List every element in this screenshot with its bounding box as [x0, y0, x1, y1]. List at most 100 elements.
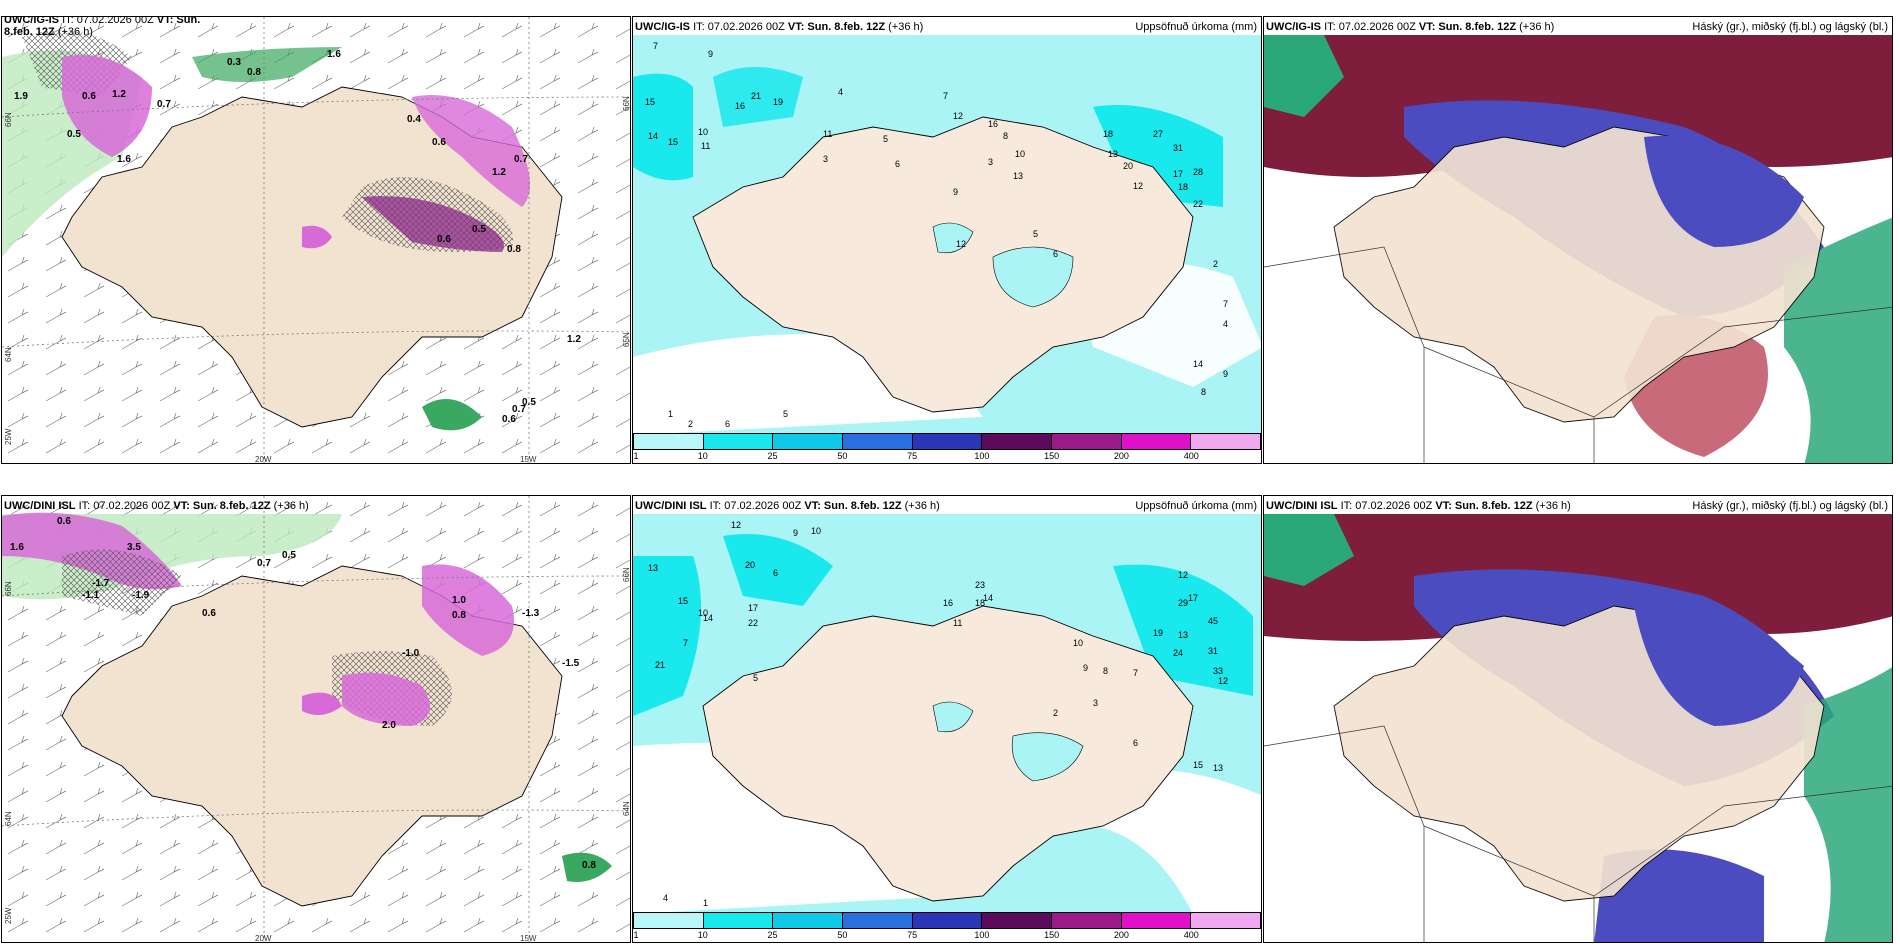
- temperature-label: 1.0: [452, 595, 466, 606]
- temperature-label: 0.6: [437, 234, 451, 245]
- colorbar-swatch: [703, 434, 774, 449]
- colorbar-tick: 200: [1113, 930, 1129, 940]
- precip-value: 33: [1213, 666, 1223, 676]
- axis-edge-25w: 25W: [4, 907, 13, 924]
- colorbar-swatch: [912, 913, 983, 928]
- colorbar-swatch: [703, 913, 774, 928]
- precip-value: 11: [953, 618, 962, 628]
- lead-time: (+36 h): [1519, 21, 1555, 33]
- init-time: IT: 07.02.2026 00Z: [709, 500, 802, 512]
- colorbar-tick: 25: [767, 451, 778, 461]
- mid-cloud-over-land: [1634, 604, 1804, 726]
- temperature-label: 1.9: [14, 91, 28, 102]
- mid-cloud-over-land: [1644, 135, 1804, 247]
- lead-time: (+36 h): [273, 500, 309, 512]
- precip-value: 7: [683, 638, 688, 648]
- model-name: UWC/IG-IS: [635, 21, 690, 33]
- precip-mid-area-2: [713, 67, 803, 127]
- temperature-label: 0.5: [472, 224, 486, 235]
- temperature-label: 0.5: [282, 550, 296, 561]
- temp-pink-area-4: [302, 692, 342, 715]
- valid-time: VT: Sun. 8.feb. 12Z: [1418, 21, 1517, 33]
- temperature-labels: 0.6 1.6 3.5 0.7 -1.7-1.1 -1.9 0.5 0.6 -1.3 -1.5 1.…: [10, 516, 596, 871]
- precip-value: 4: [1223, 319, 1228, 329]
- precip-value: 2: [1053, 708, 1058, 718]
- precip-value: 6: [1133, 738, 1138, 748]
- precip-value: 9: [953, 187, 958, 197]
- temperature-label: 0.8: [507, 244, 521, 255]
- init-time: IT: 07.02.2026 00Z: [1340, 500, 1433, 512]
- precip-value: 16: [943, 598, 953, 608]
- precip-value: 13: [1213, 763, 1223, 773]
- boundary-lines: [1264, 246, 1892, 463]
- colorbar-swatch: [1191, 434, 1261, 449]
- colorbar-tick: 150: [1044, 451, 1060, 461]
- precip-value: 2: [1213, 259, 1218, 269]
- low-cloud: [1264, 35, 1344, 117]
- colorbar-swatch: [773, 913, 844, 928]
- precip-value: 5: [783, 409, 788, 419]
- precip-value: 22: [748, 618, 758, 628]
- precip-value: 14: [1193, 359, 1203, 369]
- precip-value: 9: [793, 528, 798, 538]
- temperature-label: -1.0: [402, 648, 420, 659]
- precip-value: 24: [1173, 648, 1183, 658]
- precip-value: 13: [1178, 630, 1188, 640]
- colorbar-tick: 400: [1183, 930, 1199, 940]
- temperature-label: -1.5: [562, 658, 580, 669]
- precip-value: 3: [988, 157, 993, 167]
- precip-value: 22: [1193, 199, 1203, 209]
- colorbar-tick: 50: [837, 451, 848, 461]
- map-precip-dini: 129 1013152067141722102123181412172945131…: [633, 514, 1261, 914]
- glacier-precip: [932, 222, 974, 254]
- precip-value: 19: [1153, 628, 1163, 638]
- temp-green-area-3: [422, 399, 482, 431]
- temperature-label: 2.0: [382, 720, 396, 731]
- field-title: Háský (gr.), miðský (fj.bl.) og lágský (…: [1692, 21, 1888, 33]
- precip-value: 31: [1208, 646, 1218, 656]
- precip-value: 10: [1073, 638, 1083, 648]
- panel-clouds-dini: UWC/DINI ISL IT: 07.02.2026 00Z VT: Sun.…: [1263, 495, 1893, 943]
- map-temperature-ig: 0.30.81.61.9 0.6 1.20.51.60.70.40.61.20.70…: [2, 17, 630, 463]
- init-time: IT: 07.02.2026 00Z: [78, 500, 171, 512]
- colorbar: 1 10 25 50 75 100 150 200 400: [633, 912, 1261, 942]
- precip-value: 7: [653, 41, 658, 51]
- precip-mid-area: [633, 73, 693, 181]
- colorbar-swatch: [1121, 434, 1192, 449]
- map-clouds-ig: [1264, 17, 1892, 463]
- colorbar-tick: 400: [1183, 451, 1199, 461]
- precip-value: 11: [701, 141, 710, 151]
- temperature-label: 0.5: [522, 397, 536, 408]
- precip-value: 15: [678, 596, 688, 606]
- axis-lat-66n: 66N: [4, 112, 13, 127]
- boundary-lines: [1264, 725, 1892, 942]
- temperature-label: 0.3: [227, 57, 241, 68]
- colorbar-swatch: [843, 434, 913, 449]
- precip-value: 13: [1108, 149, 1118, 159]
- panel-temperature-dini: 0.6 1.6 3.5 0.7 -1.7 -1.1 -1.9 0.5 0.6 -1.3 -1.5 1.…: [1, 495, 631, 943]
- precip-value: 31: [1173, 143, 1183, 153]
- temperature-labels: 0.30.81.61.9 0.6 1.20.51.60.70.40.61.20.70…: [14, 49, 581, 425]
- colorbar-tick: 25: [767, 930, 778, 940]
- colorbar-swatch: [773, 434, 844, 449]
- temperature-label: 0.7: [157, 99, 171, 110]
- temperature-label: 0.4: [407, 114, 421, 125]
- precip-value: 10: [698, 127, 708, 137]
- lead-time: (+36 h): [57, 26, 93, 38]
- precip-value: 15: [668, 137, 678, 147]
- valid-time: VT: Sun. 8.feb. 12Z: [173, 500, 271, 512]
- glacier-precip-2: [1011, 732, 1084, 782]
- colorbar-tick: 200: [1113, 451, 1129, 461]
- model-name: UWC/DINI ISL: [635, 500, 707, 512]
- temperature-label: 0.7: [512, 404, 526, 415]
- panel-header: UWC/DINI ISL IT: 07.02.2026 00Z VT: Sun.…: [1266, 499, 1888, 513]
- temperature-label: -1.9: [132, 590, 150, 601]
- precip-value: 8: [1201, 387, 1206, 397]
- panel-header: UWC/IG-IS IT: 07.02.2026 00Z VT: Sun. 8.…: [635, 20, 1257, 34]
- axis-lat-64n: 64N: [4, 347, 13, 362]
- model-name: UWC/IG-IS: [4, 16, 59, 26]
- precip-value: 18: [1103, 129, 1113, 139]
- precip-value: 1: [703, 898, 708, 908]
- precip-value: 4: [663, 893, 668, 903]
